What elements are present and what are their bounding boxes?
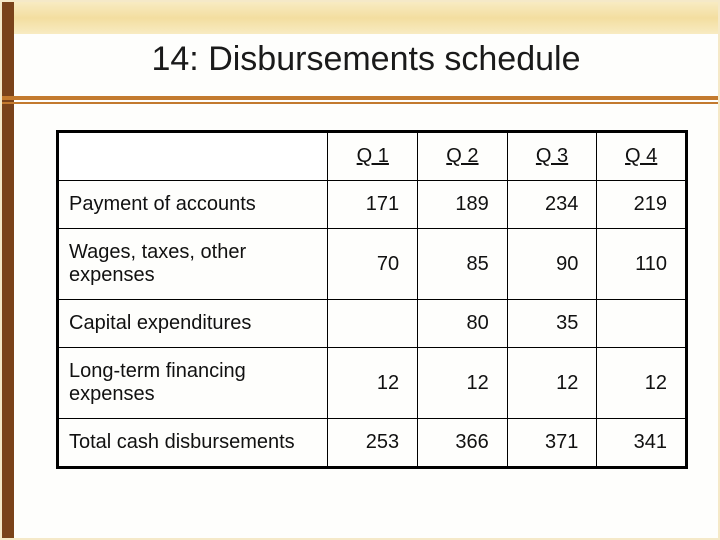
cell: 70 <box>328 229 418 300</box>
row-label: Payment of accounts <box>58 181 328 229</box>
cell: 234 <box>507 181 597 229</box>
disbursements-table-wrap: Q 1 Q 2 Q 3 Q 4 Payment of accounts 171 … <box>56 130 688 469</box>
header-q4: Q 4 <box>597 132 687 181</box>
table-header-row: Q 1 Q 2 Q 3 Q 4 <box>58 132 687 181</box>
cell: 12 <box>597 348 687 419</box>
table-row: Payment of accounts 171 189 234 219 <box>58 181 687 229</box>
row-label: Wages, taxes, other expenses <box>58 229 328 300</box>
header-empty <box>58 132 328 181</box>
cell: 189 <box>418 181 508 229</box>
slide: 14: Disbursements schedule Q 1 Q 2 Q 3 Q… <box>2 2 718 538</box>
cell <box>328 300 418 348</box>
cell: 90 <box>507 229 597 300</box>
table-row: Capital expenditures 80 35 <box>58 300 687 348</box>
cell: 371 <box>507 419 597 468</box>
cell <box>597 300 687 348</box>
header-q3: Q 3 <box>507 132 597 181</box>
disbursements-table: Q 1 Q 2 Q 3 Q 4 Payment of accounts 171 … <box>56 130 688 469</box>
cell: 35 <box>507 300 597 348</box>
cell: 110 <box>597 229 687 300</box>
row-label: Long-term financing expenses <box>58 348 328 419</box>
cell: 341 <box>597 419 687 468</box>
cell: 80 <box>418 300 508 348</box>
title-underline <box>2 96 718 104</box>
table-row: Wages, taxes, other expenses 70 85 90 11… <box>58 229 687 300</box>
cell: 253 <box>328 419 418 468</box>
table-row: Long-term financing expenses 12 12 12 12 <box>58 348 687 419</box>
cell: 12 <box>328 348 418 419</box>
header-band <box>14 2 718 34</box>
cell: 12 <box>507 348 597 419</box>
cell: 12 <box>418 348 508 419</box>
row-label: Capital expenditures <box>58 300 328 348</box>
cell: 366 <box>418 419 508 468</box>
table-row: Total cash disbursements 253 366 371 341 <box>58 419 687 468</box>
header-q1: Q 1 <box>328 132 418 181</box>
row-label: Total cash disbursements <box>58 419 328 468</box>
cell: 171 <box>328 181 418 229</box>
header-q2: Q 2 <box>418 132 508 181</box>
page-title: 14: Disbursements schedule <box>14 40 718 79</box>
cell: 85 <box>418 229 508 300</box>
cell: 219 <box>597 181 687 229</box>
